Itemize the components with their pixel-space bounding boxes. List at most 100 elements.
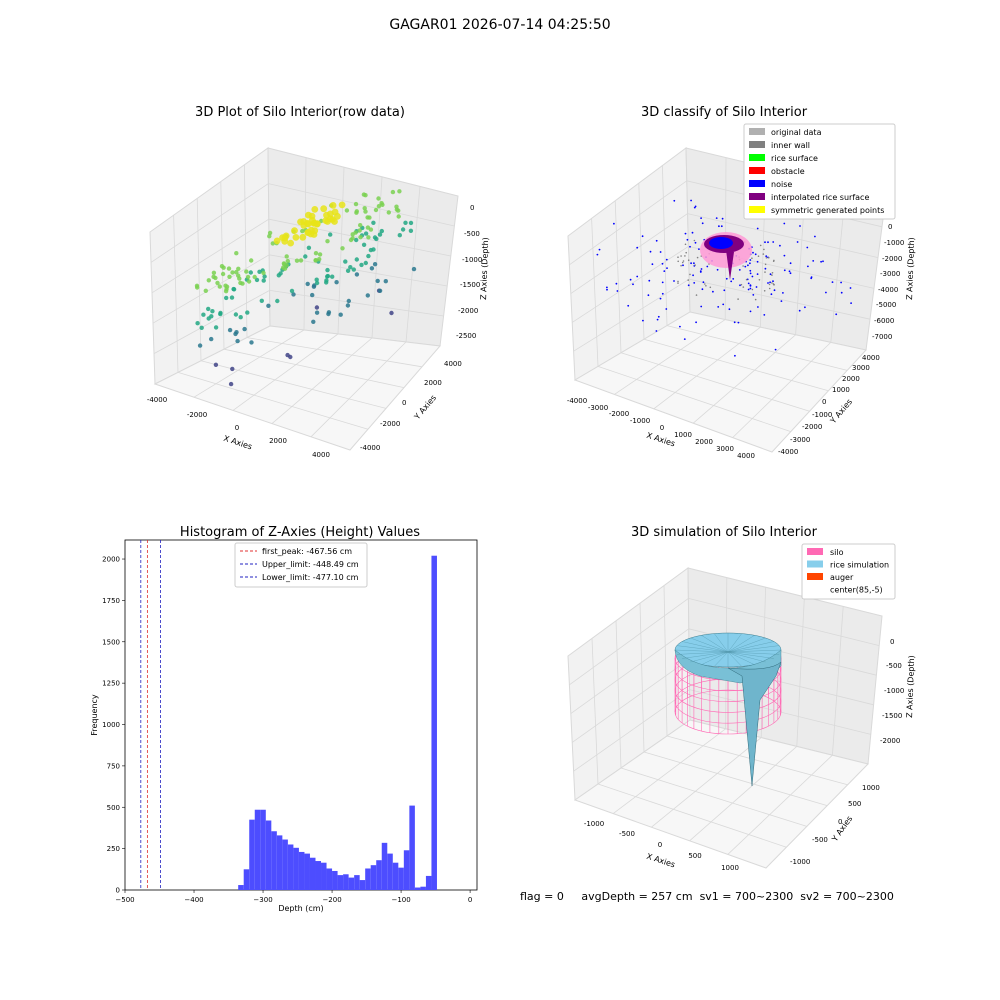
scatter-point	[281, 261, 287, 266]
classify-y-tick: -2000	[802, 423, 822, 431]
classify-legend-box	[743, 123, 896, 220]
histogram-bar	[326, 868, 333, 890]
noise-point	[825, 291, 827, 294]
raw-y-tick: 4000	[444, 360, 462, 368]
noise-point	[840, 291, 843, 294]
legend-label: rice surface	[771, 154, 818, 163]
scatter-point	[366, 253, 371, 259]
y-tick-label: 1750	[102, 597, 120, 605]
classify-x-tick: -2000	[609, 410, 629, 418]
gridline	[643, 751, 828, 806]
inner-wall-point	[745, 278, 748, 281]
legend-label: silo	[830, 548, 844, 557]
gridline	[591, 218, 599, 367]
noise-point	[673, 280, 675, 282]
scatter-point	[284, 254, 289, 259]
scatter-point	[362, 206, 367, 211]
gridline	[152, 254, 270, 324]
sim-z-tick: -2000	[880, 737, 900, 745]
y-tick-label: 750	[107, 762, 120, 770]
scatter-point	[235, 338, 240, 344]
scatter-point	[238, 315, 243, 320]
noise-point	[779, 244, 781, 247]
sim-pane-floor	[573, 719, 869, 869]
classify-y-tick: -3000	[790, 436, 810, 444]
scatter-point	[313, 258, 318, 263]
x-tick-label: 0	[468, 896, 472, 904]
noise-point	[739, 284, 741, 287]
legend-label: Lower_limit: -477.10 cm	[262, 573, 359, 582]
scatter-point	[273, 237, 281, 245]
histogram-y-label: Frequency	[90, 694, 99, 736]
scatter-point	[345, 268, 351, 273]
gridline	[614, 200, 622, 353]
scatter-point	[294, 258, 300, 263]
classify-y-tick: -4000	[778, 448, 798, 456]
scatter-point	[403, 220, 408, 225]
noise-point	[780, 300, 783, 302]
scatter-point	[195, 321, 200, 326]
sim-z-tick: -1500	[882, 712, 902, 720]
inner-wall-point	[689, 273, 691, 276]
scatter-point	[408, 220, 414, 226]
gridline	[271, 337, 373, 424]
classify-y-tick: -1000	[812, 411, 832, 419]
rice-mesh-line	[682, 651, 729, 659]
noise-point	[812, 260, 815, 262]
classify-x-tick: 4000	[737, 452, 755, 460]
scatter-point	[291, 292, 296, 297]
noise-point	[804, 306, 806, 309]
noise-point	[756, 227, 759, 230]
scatter-point	[249, 340, 254, 345]
y-tick-label: 1000	[102, 721, 120, 729]
inner-wall-point	[742, 286, 745, 288]
sim-x-tick: -500	[619, 830, 635, 838]
noise-point	[684, 232, 687, 235]
scatter-point	[361, 242, 367, 247]
scatter-point	[281, 234, 289, 242]
scatter-point	[344, 208, 350, 213]
noise-point	[783, 254, 786, 257]
noise-point	[702, 281, 705, 284]
raw-z-tick: -1000	[462, 256, 482, 264]
scatter-point	[281, 265, 286, 270]
legend-swatch	[749, 193, 765, 200]
noise-point	[730, 280, 733, 283]
rice-mesh-line	[676, 645, 729, 653]
gridline	[569, 180, 688, 266]
scatter-point	[338, 201, 346, 209]
scatter-point	[314, 310, 320, 315]
scatter-point	[368, 247, 374, 253]
gridline	[232, 333, 339, 411]
histogram-plot: Histogram of Z-Axies (Height) Values −50…	[90, 525, 478, 913]
sim-z-ticks: 0 -500 -1000 -1500 -2000	[880, 638, 904, 745]
inner-wall-point	[685, 251, 687, 254]
gridline	[177, 372, 369, 430]
y-tick-label: 2000	[102, 556, 120, 564]
raw-y-label: Y Axies	[412, 393, 438, 422]
scatter-point	[329, 202, 337, 209]
scatter-point	[209, 314, 214, 319]
scatter-point	[400, 227, 406, 232]
histogram-y-ticks: 0 250 500 750 1000 1250 1500 1750 2000	[102, 556, 125, 895]
inner-wall-point	[768, 256, 770, 259]
inner-wall-point	[773, 259, 775, 262]
legend-swatch	[749, 180, 765, 187]
histogram-bar	[276, 835, 283, 890]
histogram-bar	[348, 877, 355, 890]
inner-wall-point	[684, 243, 687, 246]
raw-z-tick: -2000	[458, 307, 478, 315]
scatter-point	[230, 366, 235, 372]
scatter-point	[261, 270, 266, 276]
histogram-legend: first_peak: -467.56 cm Upper_limit: -448.…	[234, 542, 368, 588]
raw-x-tick: -2000	[187, 411, 207, 419]
scatter-point	[252, 274, 257, 280]
scatter-point	[373, 207, 379, 213]
inner-wall-point	[773, 284, 775, 286]
scatter-point	[313, 251, 319, 256]
scatter-point	[233, 312, 239, 317]
legend-label: original data	[771, 128, 822, 137]
raw-x-tick: 4000	[312, 451, 330, 459]
classify-z-tick: -6000	[874, 317, 894, 325]
